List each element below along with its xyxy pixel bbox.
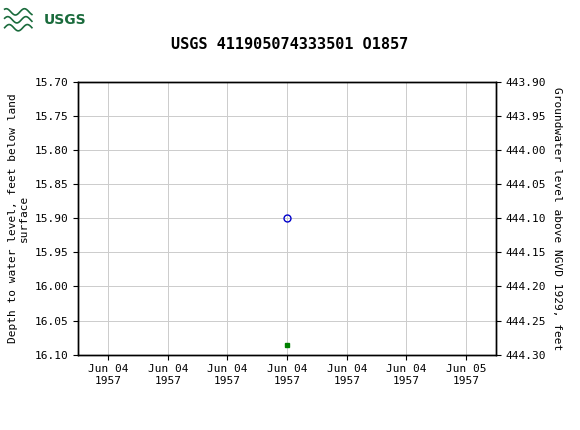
Y-axis label: Groundwater level above NGVD 1929, feet: Groundwater level above NGVD 1929, feet [552,86,561,350]
Text: USGS 411905074333501 O1857: USGS 411905074333501 O1857 [171,37,409,52]
Y-axis label: Depth to water level, feet below land
surface: Depth to water level, feet below land su… [8,93,29,343]
Bar [3,3,84,37]
Text: USGS: USGS [44,13,86,27]
